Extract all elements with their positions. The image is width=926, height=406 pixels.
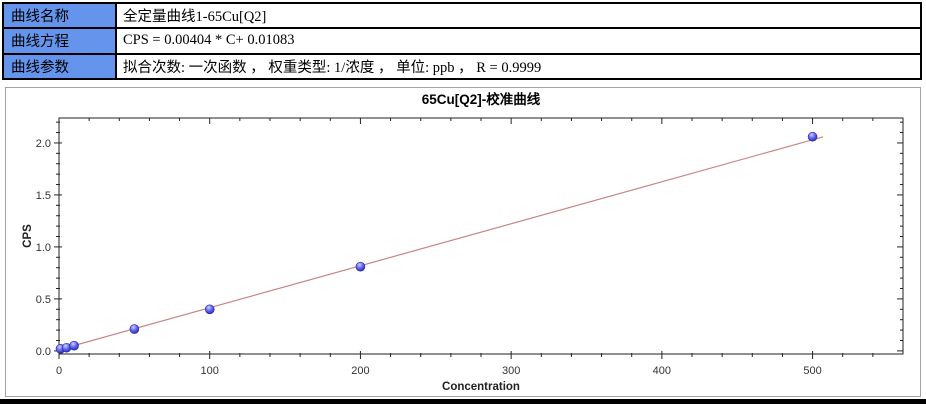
- curve-parameters-label: 曲线参数: [4, 54, 117, 78]
- plot-area: 0 100 200 300 400 500 0.0 0.5 1.0 1.5 2.0: [36, 117, 904, 377]
- calibration-chart: 0 100 200 300 400 500 0.0 0.5 1.0 1.5 2.0 65Cu[Q2]…: [22, 91, 904, 393]
- fit-line: [58, 136, 824, 351]
- y-tick-label: 0.0: [36, 346, 51, 358]
- data-point: [129, 324, 140, 334]
- y-axis-label: CPS: [22, 224, 34, 248]
- data-point: [204, 304, 215, 315]
- data-point: [69, 340, 79, 351]
- table-row-curve-name: 曲线名称 全定量曲线1-65Cu[Q2]: [4, 4, 920, 30]
- data-point: [355, 261, 366, 272]
- bottom-divider: [0, 399, 926, 404]
- data-point: [807, 131, 818, 142]
- x-tick-label: 500: [803, 365, 821, 377]
- x-tick-label: 400: [653, 365, 671, 377]
- y-tick-label: 1.5: [36, 190, 51, 202]
- y-tick-label: 2.0: [36, 138, 51, 150]
- curve-name-value: 全定量曲线1-65Cu[Q2]: [123, 9, 267, 26]
- table-row-curve-equation: 曲线方程 CPS = 0.00404 * C+ 0.01083: [4, 29, 920, 55]
- x-tick-label: 100: [201, 365, 219, 377]
- curve-equation-value: CPS = 0.00404 * C+ 0.01083: [123, 32, 295, 49]
- calibration-chart-panel: 0 100 200 300 400 500 0.0 0.5 1.0 1.5 2.0 65Cu[Q2]…: [5, 87, 921, 397]
- y-tick-label: 1.0: [36, 242, 51, 254]
- x-tick-label: 300: [502, 365, 520, 377]
- chart-title: 65Cu[Q2]-校准曲线: [422, 91, 541, 107]
- curve-parameters-value: 拟合次数: 一次函数 ， 权重类型: 1/浓度 ， 单位: ppb ， R = …: [123, 59, 542, 76]
- curve-name-label: 曲线名称: [4, 4, 117, 28]
- curve-info-table: 曲线名称 全定量曲线1-65Cu[Q2] 曲线方程 CPS = 0.00404 …: [2, 2, 922, 80]
- x-tick-label: 200: [351, 365, 369, 377]
- table-row-curve-parameters: 曲线参数 拟合次数: 一次函数 ， 权重类型: 1/浓度 ， 单位: ppb ，…: [4, 54, 920, 78]
- x-axis-label: Concentration: [442, 381, 520, 393]
- y-tick-label: 0.5: [36, 294, 51, 306]
- x-tick-label: 0: [56, 365, 62, 377]
- curve-equation-label: 曲线方程: [4, 29, 117, 53]
- plot-frame: [58, 117, 904, 355]
